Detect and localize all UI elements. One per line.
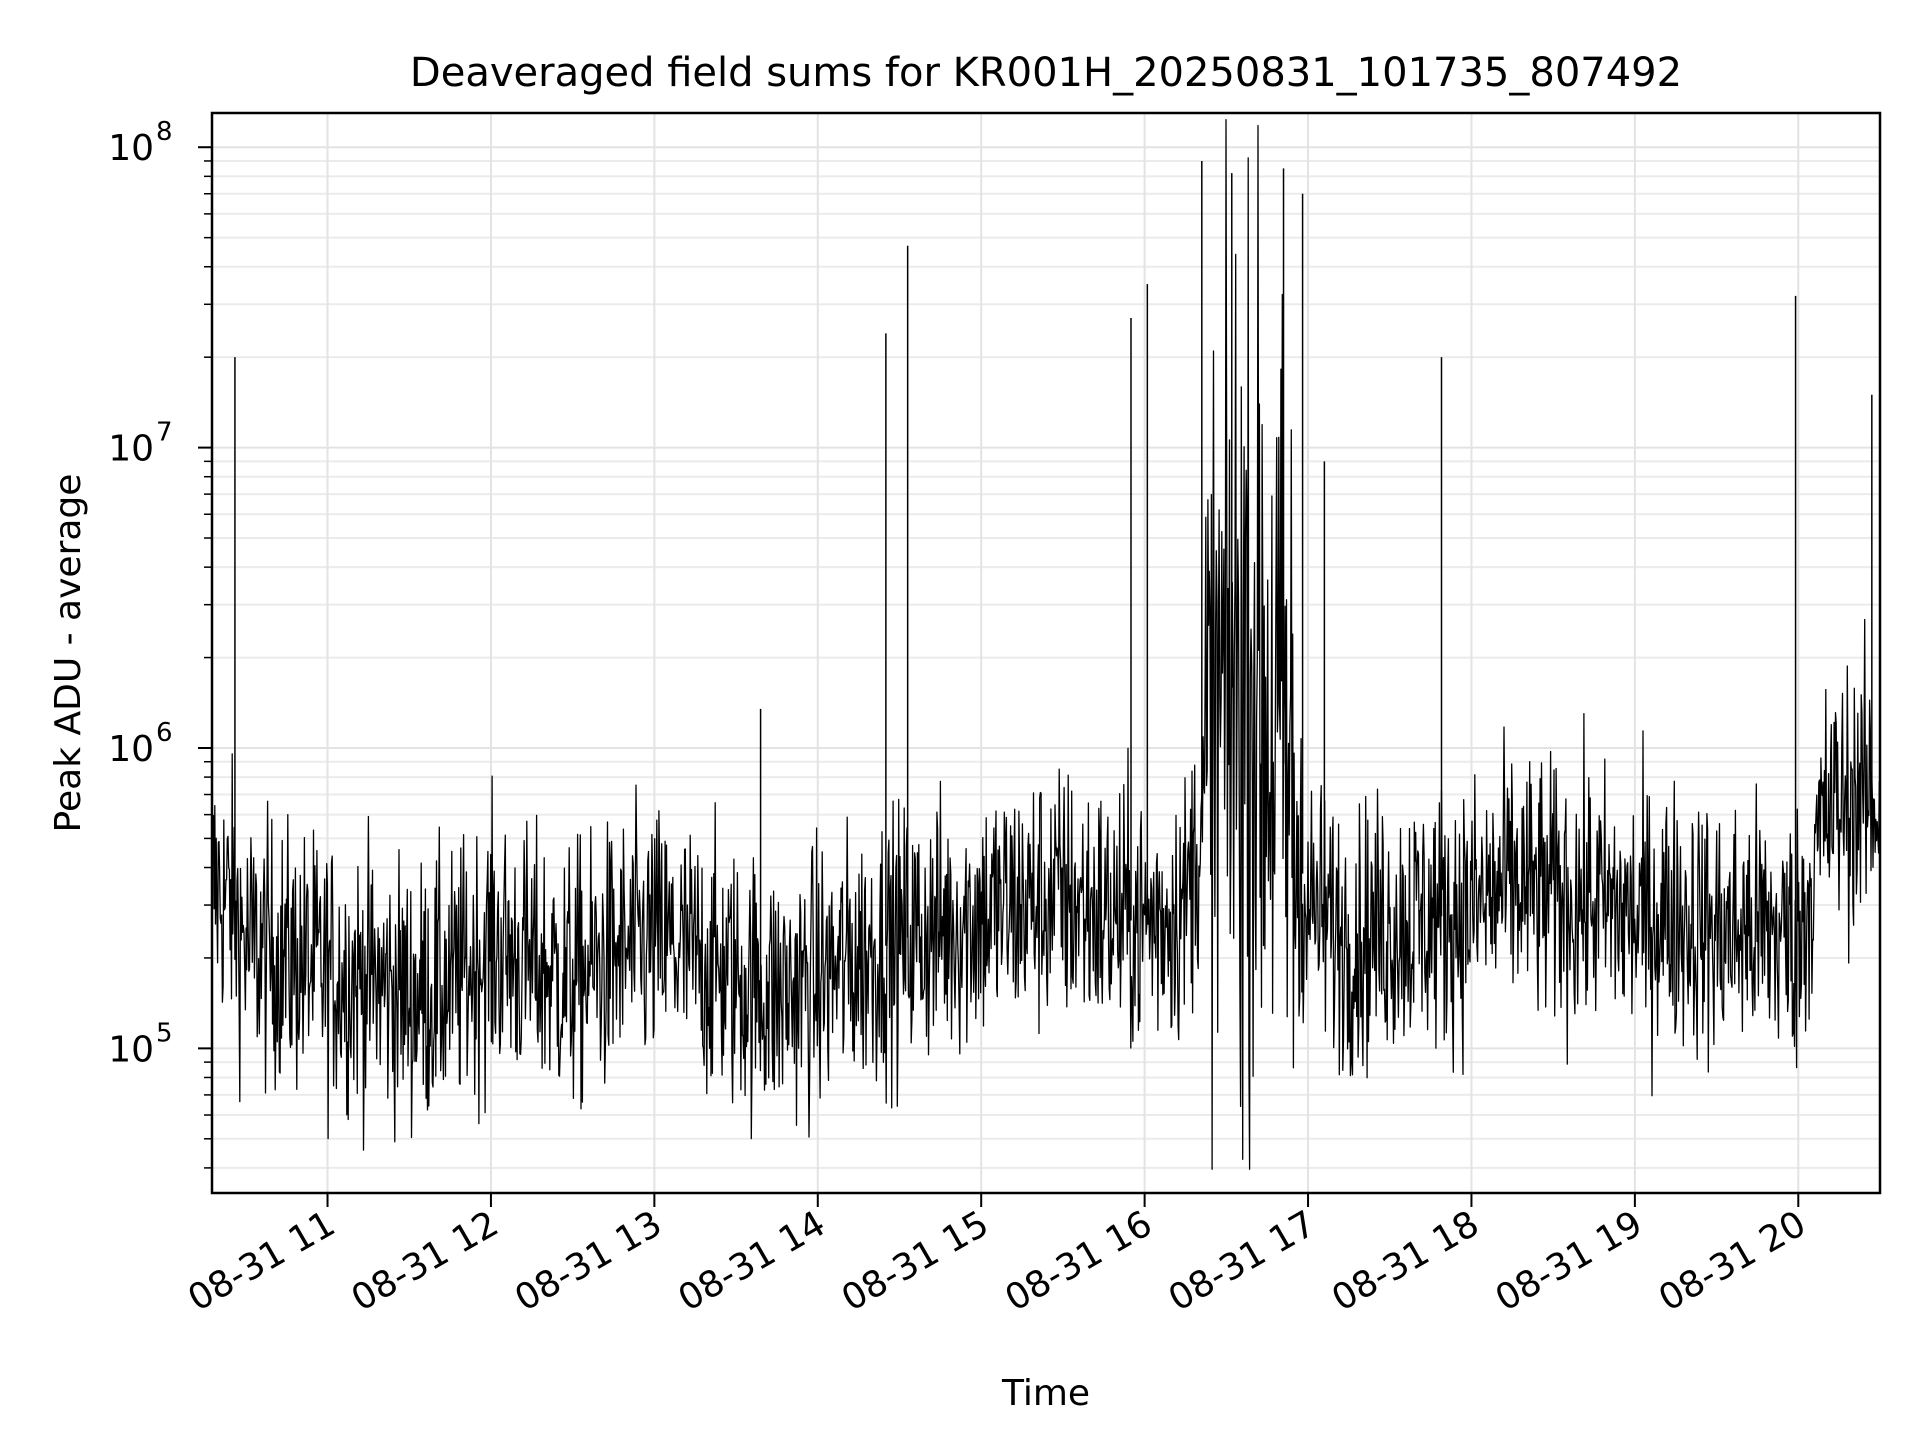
- y-tick-label: 10: [108, 729, 154, 770]
- y-axis-label: Peak ADU - average: [48, 474, 89, 833]
- y-tick-label-exponent: 8: [156, 117, 173, 147]
- chart-title: Deaveraged field sums for KR001H_2025083…: [410, 50, 1682, 96]
- y-tick-label-exponent: 6: [156, 718, 173, 748]
- y-tick-label-exponent: 5: [156, 1018, 173, 1048]
- plot-area: [212, 119, 1880, 1170]
- plot-frame: [210, 111, 1882, 1195]
- y-tick-label: 10: [108, 429, 154, 470]
- y-tick-label-exponent: 7: [156, 418, 173, 448]
- x-axis-label: Time: [1001, 1373, 1090, 1414]
- y-tick-label: 10: [108, 128, 154, 169]
- series-layer: [212, 119, 1880, 1170]
- y-tick-label: 10: [108, 1029, 154, 1070]
- series-line: [212, 119, 1880, 1170]
